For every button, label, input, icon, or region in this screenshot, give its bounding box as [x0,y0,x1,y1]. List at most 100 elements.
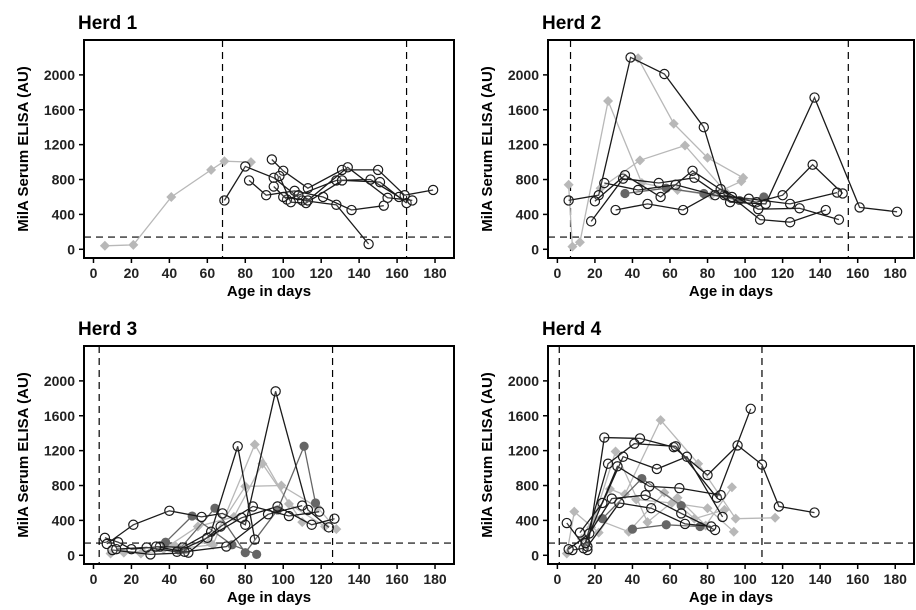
data-point [363,238,374,250]
series-black-open [99,441,260,555]
data-point [187,511,197,521]
y-tick-label: 2000 [44,67,75,83]
data-point [646,502,657,514]
data-point [794,203,805,214]
series-line [637,57,744,179]
x-tick-label: 0 [90,571,98,587]
series-line [604,182,838,205]
series-line [155,504,303,553]
data-point [706,521,717,532]
data-point [150,541,162,552]
data-point [809,507,820,518]
data-point [620,188,630,199]
series-light-diamond [633,53,749,183]
x-tick-label: 140 [347,571,371,587]
series-line [566,436,815,552]
data-point [329,513,340,524]
panel-4: Herd 4 0 20 40 60 80 100 120 140 160 180 0 400 800 120… [479,319,915,606]
data-point [249,439,260,450]
x-tick-label: 0 [553,571,561,587]
data-point [679,518,691,530]
data-point [709,190,721,201]
data-point [589,196,601,207]
x-tick-label: 180 [884,571,908,587]
x-tick-label: 160 [385,265,409,281]
data-point [268,181,279,192]
data-point [807,159,818,170]
x-tick-label: 60 [662,265,678,281]
x-tick-label: 60 [200,265,216,281]
x-tick-label: 40 [625,265,641,281]
data-point [651,463,663,475]
data-point [854,202,865,213]
x-tick-label: 0 [90,265,98,281]
data-point [610,204,621,216]
series-black-open [150,500,308,557]
series-line [112,505,320,556]
data-point [293,190,304,201]
data-point [128,519,139,530]
data-point [272,501,283,512]
data-point [336,175,348,186]
panel-2: Herd 2 0 20 40 60 80 100 120 140 160 180 0 400 800 120… [479,13,915,300]
data-point [756,459,768,470]
data-point [672,492,683,503]
data-point [603,96,614,107]
panel-title: Herd 3 [78,319,137,340]
series-black-open [563,52,848,208]
data-point [809,92,820,103]
y-tick-label: 1600 [508,408,539,424]
data-point [160,537,171,547]
x-tick-label: 180 [423,265,447,281]
y-axis-label: MilA Serum ELISA (AU) [479,66,496,232]
data-point [602,458,614,469]
data-point [372,164,384,176]
x-tick-label: 40 [625,571,641,587]
data-point [111,543,122,555]
data-point [99,240,110,251]
y-tick-label: 1200 [44,137,75,153]
data-point [644,481,655,492]
data-point [561,517,572,529]
data-point [754,214,766,225]
data-point [336,164,348,176]
series-line [223,165,370,245]
data-point [668,118,679,129]
data-point [563,543,574,555]
panel-title: Herd 4 [542,319,602,340]
y-tick-label: 800 [52,478,76,494]
data-point [634,155,645,166]
data-point [773,501,785,512]
x-tick-label: 120 [771,265,795,281]
x-tick-label: 20 [124,265,140,281]
data-point [702,503,713,514]
plot-frame [547,39,915,259]
data-point [262,509,274,520]
data-point [141,542,152,553]
data-point [726,482,737,493]
y-tick-label: 1200 [508,443,539,459]
data-point [580,537,591,549]
data-point [407,195,418,206]
x-tick-label: 100 [272,265,296,281]
series-line [283,166,413,202]
data-point [314,506,325,517]
x-axis-label: Age in days [227,283,311,300]
data-point [745,403,756,414]
data-point [179,546,190,557]
data-point [302,195,314,206]
data-point [676,500,686,511]
data-point [563,195,574,206]
data-point [784,217,796,228]
y-tick-label: 1200 [44,443,75,459]
data-point [606,493,618,504]
y-tick-label: 800 [516,172,540,188]
series-black-open [585,92,903,227]
data-point [202,532,213,544]
series-black-open [563,489,721,555]
plot-frame [547,345,915,565]
data-point [687,165,698,176]
y-tick-label: 800 [52,172,76,188]
panel-title: Herd 2 [542,13,601,34]
data-point [891,206,903,217]
